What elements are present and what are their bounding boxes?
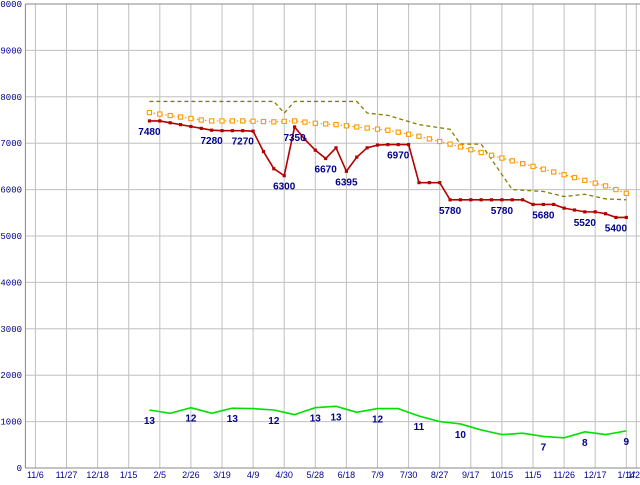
svg-text:8/27: 8/27 xyxy=(431,470,449,480)
svg-text:13: 13 xyxy=(310,414,322,425)
svg-text:6/18: 6/18 xyxy=(338,470,356,480)
svg-text:5000: 5000 xyxy=(0,232,22,242)
svg-text:0: 0 xyxy=(17,464,22,474)
svg-text:7280: 7280 xyxy=(201,136,224,147)
svg-text:11/27: 11/27 xyxy=(56,470,78,480)
svg-text:1/21: 1/21 xyxy=(628,470,640,480)
svg-text:7350: 7350 xyxy=(283,133,306,144)
svg-text:5780: 5780 xyxy=(439,206,462,217)
svg-text:7000: 7000 xyxy=(0,139,22,149)
svg-text:10: 10 xyxy=(455,430,467,441)
svg-text:7/9: 7/9 xyxy=(371,470,384,480)
svg-text:6395: 6395 xyxy=(335,177,358,188)
svg-text:5/28: 5/28 xyxy=(307,470,325,480)
svg-text:3000: 3000 xyxy=(0,325,22,335)
svg-text:6670: 6670 xyxy=(315,165,338,176)
svg-text:9/17: 9/17 xyxy=(462,470,480,480)
svg-text:13: 13 xyxy=(227,414,239,425)
svg-text:6300: 6300 xyxy=(273,182,296,193)
svg-text:11/5: 11/5 xyxy=(525,470,542,480)
svg-text:2/26: 2/26 xyxy=(182,470,200,480)
svg-text:2000: 2000 xyxy=(0,371,22,381)
svg-text:13: 13 xyxy=(330,412,342,423)
svg-text:12: 12 xyxy=(268,416,280,427)
svg-text:5680: 5680 xyxy=(532,210,555,221)
svg-text:13: 13 xyxy=(144,416,156,427)
svg-text:8000: 8000 xyxy=(0,93,22,103)
svg-text:9: 9 xyxy=(624,437,630,448)
svg-text:12/17: 12/17 xyxy=(584,470,607,480)
svg-text:9000: 9000 xyxy=(0,46,22,56)
svg-text:10/15: 10/15 xyxy=(491,470,514,480)
svg-text:5520: 5520 xyxy=(574,218,597,229)
svg-text:1/15: 1/15 xyxy=(120,470,138,480)
svg-text:7: 7 xyxy=(541,442,547,453)
svg-text:1000: 1000 xyxy=(0,418,22,428)
svg-text:5780: 5780 xyxy=(491,206,514,217)
svg-text:4/30: 4/30 xyxy=(275,470,293,480)
svg-text:3/19: 3/19 xyxy=(213,470,231,480)
svg-text:4000: 4000 xyxy=(0,278,22,288)
svg-text:6000: 6000 xyxy=(0,186,22,196)
svg-text:8: 8 xyxy=(582,438,588,449)
svg-text:7270: 7270 xyxy=(232,137,255,148)
svg-text:4/9: 4/9 xyxy=(247,470,260,480)
svg-text:6970: 6970 xyxy=(387,151,410,162)
svg-text:2/5: 2/5 xyxy=(154,470,167,480)
svg-text:11: 11 xyxy=(414,422,425,433)
svg-text:10000: 10000 xyxy=(0,0,22,10)
svg-text:12/18: 12/18 xyxy=(86,470,109,480)
svg-text:12: 12 xyxy=(185,414,197,425)
svg-text:5400: 5400 xyxy=(605,223,628,234)
svg-text:12: 12 xyxy=(372,415,384,426)
svg-text:11/26: 11/26 xyxy=(553,470,575,480)
svg-text:7480: 7480 xyxy=(138,127,161,138)
svg-text:11/6: 11/6 xyxy=(27,470,44,480)
svg-text:7/30: 7/30 xyxy=(400,470,418,480)
